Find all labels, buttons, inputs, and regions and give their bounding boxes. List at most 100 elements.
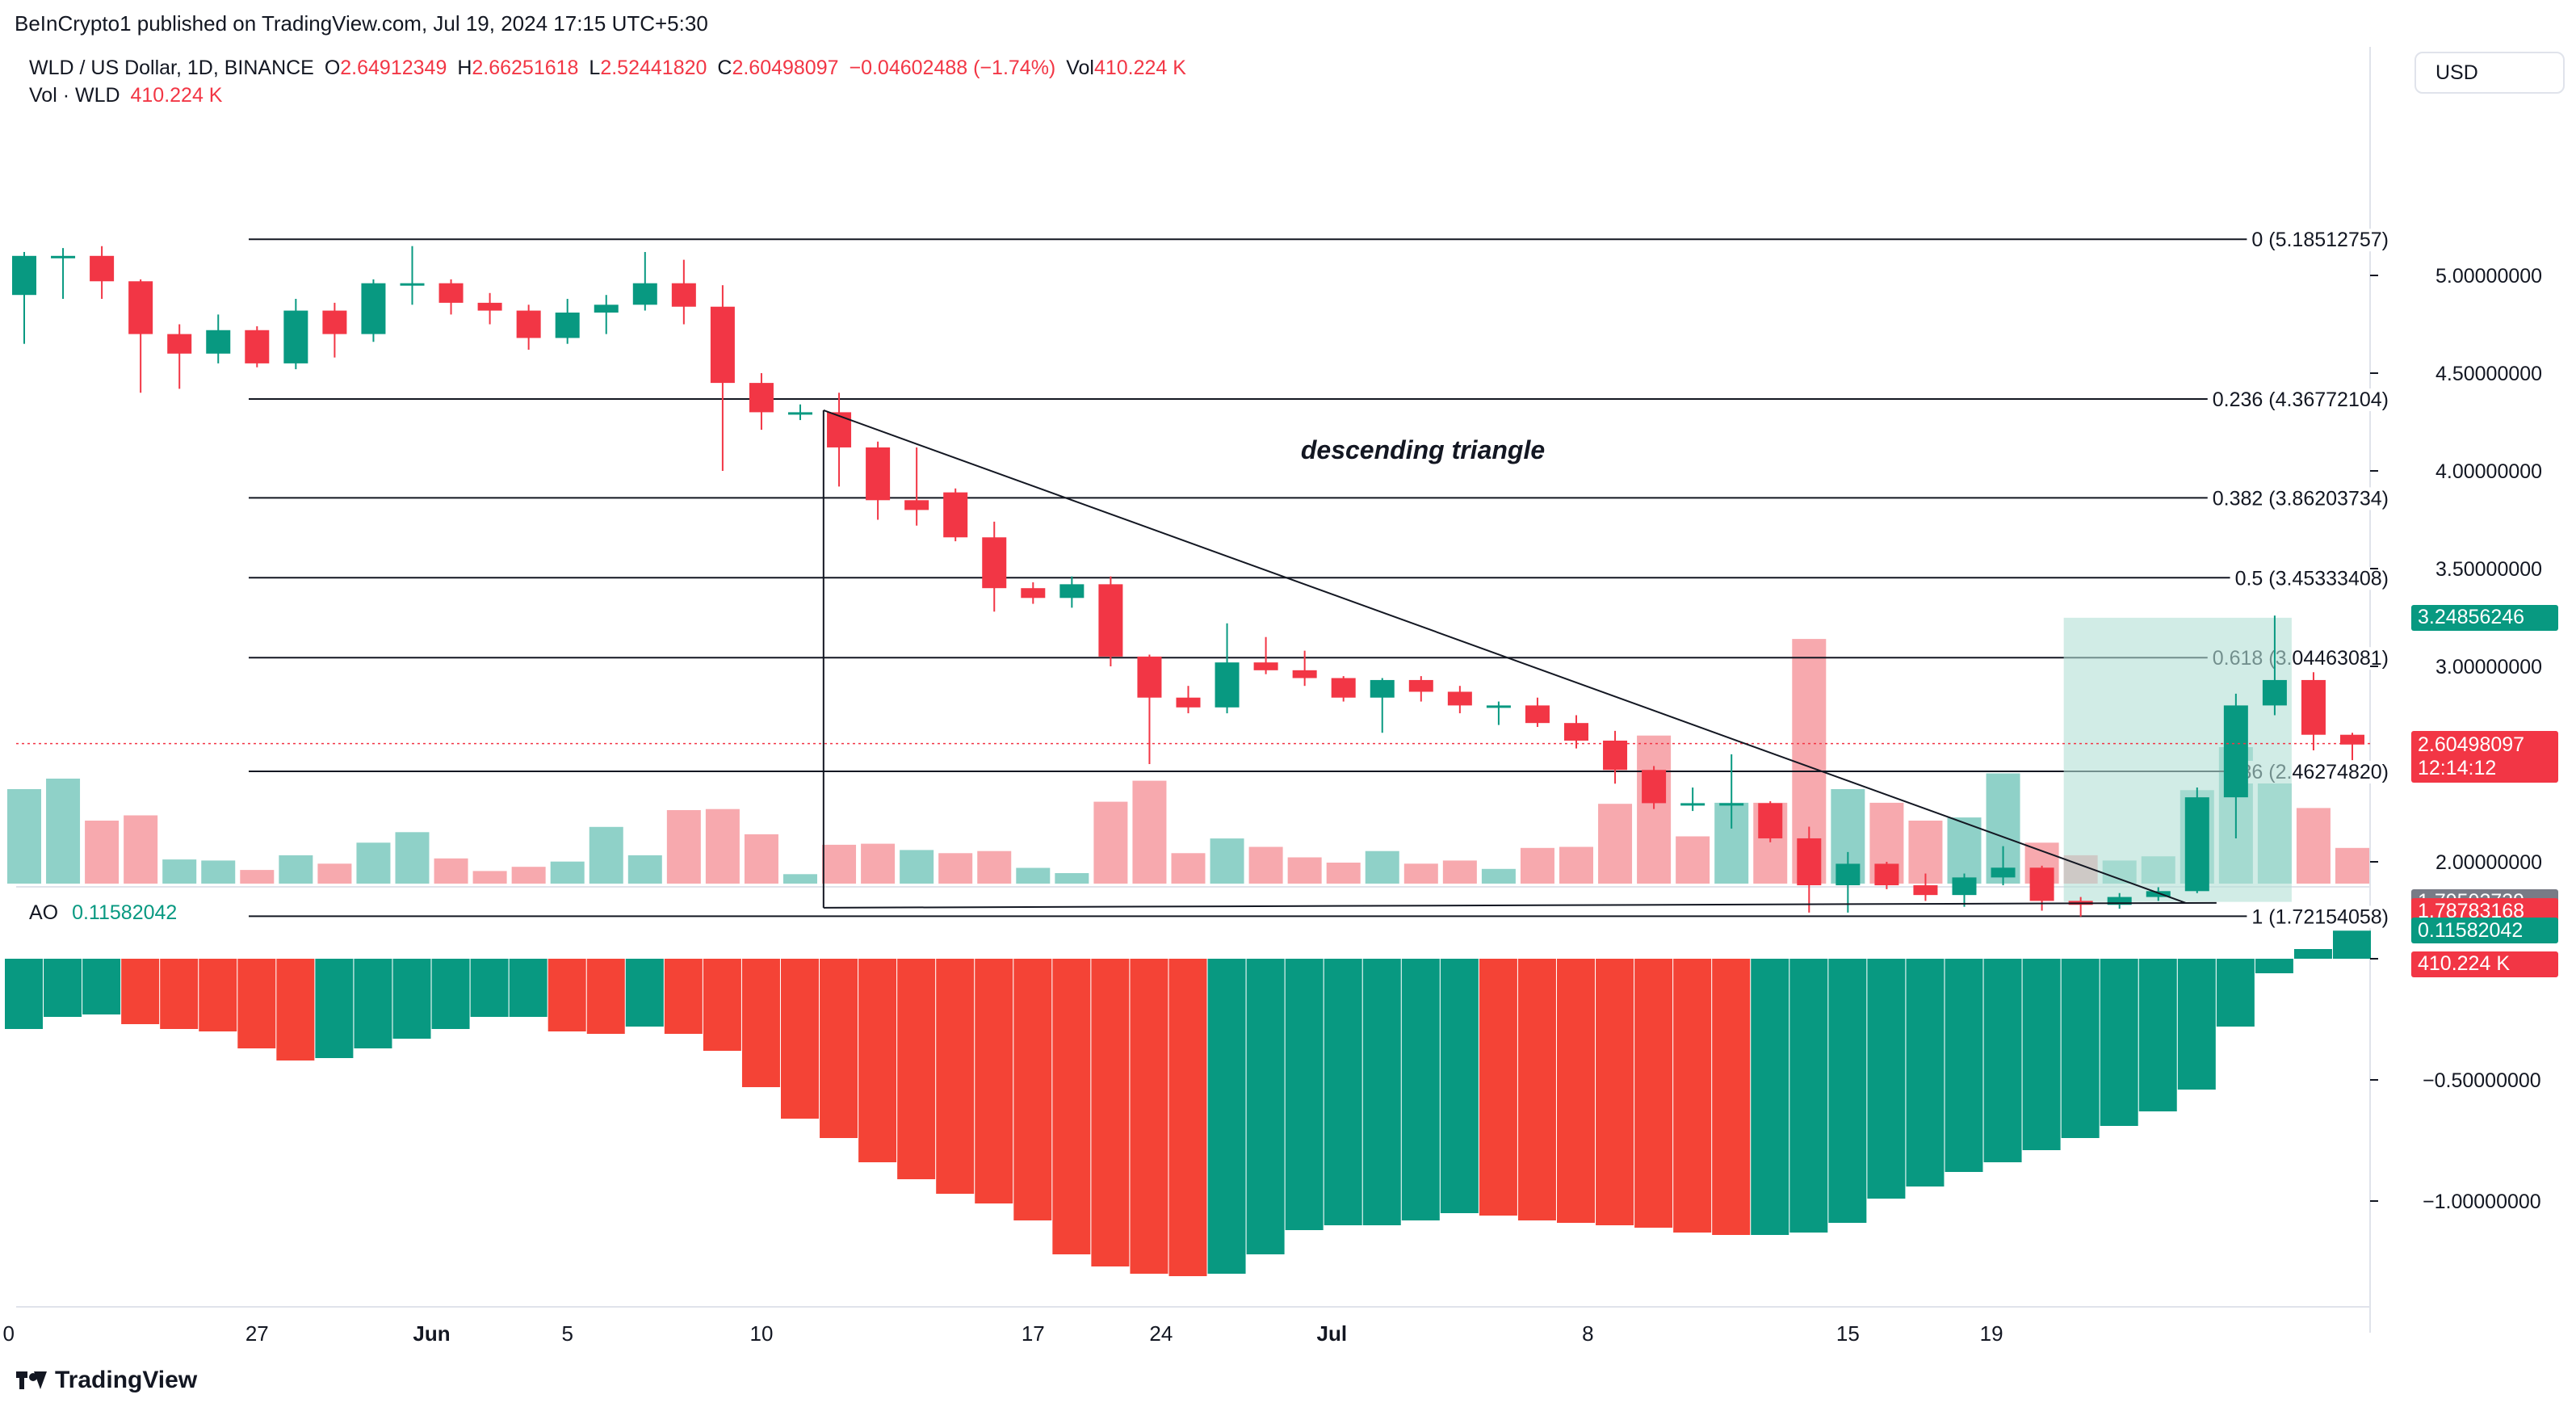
volume-bar: [550, 861, 585, 884]
ao-bar: [276, 959, 315, 1060]
ao-bar: [1130, 959, 1168, 1274]
candle-body: [167, 334, 192, 354]
candle-body: [1797, 838, 1822, 886]
countdown-timer: 12:14:12: [2418, 756, 2497, 779]
symbol-name: WLD / US Dollar, 1D, BINANCE: [29, 57, 314, 79]
volume-bar: [395, 832, 430, 884]
x-tick-label: Jun: [413, 1321, 450, 1346]
ao-tick-label: −0.50000000: [2423, 1069, 2541, 1092]
candle-body: [516, 310, 541, 338]
ao-bar: [1751, 959, 1789, 1235]
x-tick-label: 27: [245, 1321, 269, 1346]
price-tag-value: 3.24856246: [2418, 606, 2525, 629]
candle-body: [477, 302, 502, 311]
ao-bar: [1285, 959, 1324, 1230]
volume-bar: [666, 810, 701, 884]
candle-body: [1021, 588, 1046, 598]
candle-body: [1253, 662, 1278, 670]
candle-body: [1991, 867, 2016, 878]
ao-bar: [2061, 959, 2100, 1138]
volume-bar: [1676, 836, 1710, 884]
candle-body: [943, 492, 968, 538]
volume-bar: [1559, 846, 1593, 884]
ao-bar: [548, 959, 586, 1031]
volume-bar: [511, 867, 546, 884]
high-value: 2.66251618: [472, 57, 579, 79]
ao-bar: [237, 959, 276, 1048]
currency-button[interactable]: USD: [2414, 52, 2565, 94]
candle-body: [671, 283, 696, 307]
candle-body: [1564, 723, 1588, 741]
volume-bar: [162, 859, 197, 884]
candle-body: [1137, 656, 1162, 698]
tradingview-logo[interactable]: TradingView: [16, 1367, 197, 1394]
x-tick-label: 0: [3, 1321, 15, 1346]
y-tick-label: 2.00000000: [2435, 851, 2542, 874]
volume-bar: [434, 858, 468, 884]
candle-body: [982, 537, 1007, 589]
candle-body: [2146, 891, 2171, 897]
volume-bar: [900, 850, 934, 884]
ao-bar: [44, 959, 82, 1017]
candle-body: [51, 255, 76, 258]
change-value: −0.04602488 (−1.74%): [849, 57, 1056, 79]
volume-legend: Vol · WLD 410.224 K: [29, 84, 227, 107]
ao-bar: [315, 959, 354, 1058]
candle-body: [2262, 679, 2287, 706]
candle-body: [2029, 867, 2054, 901]
volume-bar: [783, 874, 817, 884]
ao-bar: [354, 959, 392, 1048]
candle-body: [1836, 863, 1861, 886]
open-value: 2.64912349: [340, 57, 447, 79]
candle-body: [1913, 885, 1938, 896]
candle-body: [12, 255, 36, 296]
volume-bar: [1210, 838, 1244, 884]
ao-bar: [82, 959, 121, 1014]
candle-body: [749, 383, 774, 413]
candle-body: [206, 330, 231, 354]
candle-body: [1370, 679, 1395, 698]
volume-bar: [938, 853, 973, 884]
candle-body: [1680, 803, 1705, 806]
volume-bar: [627, 855, 662, 884]
volume-bar: [1403, 863, 1438, 884]
ao-bar: [1401, 959, 1440, 1220]
ao-bar: [1362, 959, 1401, 1225]
ao-bar: [586, 959, 625, 1034]
ao-bar: [1596, 959, 1634, 1225]
ao-bar: [897, 959, 936, 1179]
candle-body: [2107, 897, 2132, 905]
vol-series-value: 410.224 K: [130, 84, 223, 107]
volume-bar: [861, 843, 896, 884]
candle-body: [710, 306, 735, 384]
x-tick-label: 5: [561, 1321, 573, 1346]
ao-bar: [1052, 959, 1091, 1254]
ao-bar: [1712, 959, 1751, 1235]
x-tick-label: 10: [749, 1321, 773, 1346]
volume-bar: [1016, 867, 1051, 884]
ao-value: 0.11582042: [72, 901, 178, 924]
ao-bar: [1673, 959, 1712, 1233]
ao-bar: [2022, 959, 2061, 1150]
projection-zone: [2063, 617, 2292, 902]
candle-body: [594, 304, 619, 313]
ao-bar: [470, 959, 509, 1017]
volume-bar: [1248, 846, 1283, 884]
x-tick-label: 8: [1582, 1321, 1593, 1346]
ao-bar: [2177, 959, 2216, 1090]
volume-bar: [85, 821, 120, 884]
candle-body: [361, 283, 386, 334]
volume-bar: [1055, 873, 1089, 884]
long-position-projection: [2063, 617, 2292, 902]
ao-bar: [1983, 959, 2022, 1162]
high-label: H: [457, 57, 472, 79]
volume-bar: [46, 779, 81, 884]
candle-body: [283, 310, 308, 363]
ao-bar: [820, 959, 858, 1138]
ao-bar: [1789, 959, 1828, 1233]
price-tag: 2.60498097 12:14:12: [2411, 730, 2558, 783]
candle-body: [90, 255, 115, 282]
volume-bar: [705, 808, 740, 884]
candle-body: [1292, 670, 1317, 678]
